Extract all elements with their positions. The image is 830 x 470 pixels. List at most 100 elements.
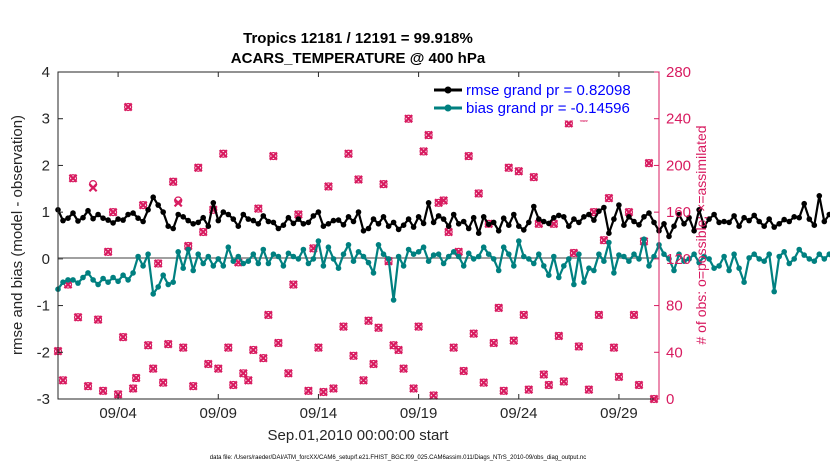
obs-possible-marker: [159, 378, 168, 387]
bias-point: [165, 281, 171, 288]
obs-assimilated-marker: [559, 377, 569, 386]
obs-assimilated-marker: [243, 375, 253, 385]
obs-assimilated-marker: [394, 345, 403, 355]
rmse-point: [731, 213, 737, 219]
obs-assimilated-marker: [519, 310, 529, 320]
obs-assimilated-marker: [474, 189, 484, 198]
bias-point: [415, 249, 422, 255]
rmse-point: [681, 221, 687, 227]
bias-point: [776, 253, 782, 260]
obs-possible-marker: [139, 201, 148, 210]
rmse-point: [350, 218, 357, 225]
rmse-point: [661, 221, 667, 227]
obs-assimilated-marker: [529, 172, 539, 182]
bias-point: [370, 270, 377, 276]
bias-point: [120, 272, 126, 279]
x-axis-label: Sep.01,2010 00:00:00 start: [268, 427, 450, 444]
rmse-point: [140, 218, 146, 225]
bias-point: [666, 256, 672, 262]
obs-assimilated-marker: [248, 345, 258, 355]
obs-assimilated-marker: [479, 378, 489, 388]
obs-assimilated-marker: [128, 384, 138, 393]
bias-point: [360, 253, 367, 260]
rmse-point: [706, 216, 712, 222]
obs-possible-marker: [344, 149, 353, 158]
bias-point: [190, 267, 196, 274]
bias-point: [671, 267, 677, 274]
obs-assimilated-marker: [494, 303, 504, 313]
obs-possible-marker: [379, 180, 388, 189]
rmse-point: [811, 222, 818, 228]
rmse-point: [691, 228, 697, 234]
obs-assimilated-marker: [173, 198, 183, 208]
obs-assimilated-marker: [574, 342, 584, 351]
bias-point: [531, 260, 537, 267]
bias-point: [145, 251, 151, 257]
rmse-point: [495, 228, 502, 234]
rmse-point: [671, 223, 677, 229]
obs-assimilated-marker: [409, 384, 418, 393]
obs-assimilated-marker: [339, 322, 348, 331]
bias-point: [410, 251, 417, 257]
rmse-point: [235, 223, 242, 229]
obs-possible-marker: [58, 376, 68, 385]
rmse-point: [465, 225, 472, 232]
rmse-point: [711, 211, 717, 218]
rmse-point: [601, 204, 607, 211]
rmse-point: [330, 217, 337, 224]
bias-point: [601, 258, 607, 265]
bias-point: [235, 253, 242, 260]
obs-assimilated-marker: [374, 323, 383, 333]
rmse-point: [636, 222, 642, 228]
bias-point: [290, 253, 297, 260]
obs-possible-marker: [464, 151, 473, 161]
rmse-point: [696, 207, 702, 213]
bias-point: [571, 281, 577, 288]
bias-point: [596, 251, 602, 257]
rmse-point: [561, 214, 567, 220]
obs-possible-marker: [329, 384, 338, 393]
bias-point: [245, 258, 252, 265]
rmse-point: [65, 215, 71, 221]
rmse-point: [445, 223, 452, 229]
obs-possible-marker: [574, 342, 583, 351]
bias-point: [506, 251, 512, 257]
bias-point: [490, 256, 497, 262]
rmse-point: [641, 214, 647, 220]
obs-assimilated-marker: [324, 182, 333, 191]
obs-possible-marker: [554, 331, 563, 341]
bias-point: [200, 260, 206, 267]
rmse-point: [651, 219, 657, 226]
bias-point: [636, 256, 642, 262]
rmse-point: [420, 220, 427, 227]
obs-possible-marker: [149, 364, 158, 373]
rmse-point: [541, 218, 547, 225]
rmse-point: [721, 218, 727, 225]
rmse-point: [791, 214, 797, 220]
y-axis-label-right: # of obs: o=possible; ×=assimilated: [693, 125, 709, 344]
obs-possible-marker: [449, 343, 458, 352]
obs-possible-marker: [544, 380, 553, 390]
rmse-point: [571, 216, 577, 222]
obs-possible-marker: [584, 385, 593, 394]
obs-assimilated-marker: [379, 179, 388, 189]
bias-point: [791, 256, 797, 262]
obs-assimilated-marker: [609, 343, 619, 352]
legend-label-rmse: rmse grand pr = 0.82098: [466, 82, 631, 99]
rmse-point: [425, 200, 432, 206]
bias-point: [751, 251, 757, 257]
rmse-point: [170, 225, 176, 232]
x-axis-tick-label: 09/14: [300, 405, 338, 422]
bias-point: [110, 274, 116, 281]
right-axis-tick-label: 120: [666, 251, 691, 268]
chart-subtitle: ACARS_TEMPERATURE @ 400 hPa: [231, 50, 486, 67]
rmse-point: [335, 217, 342, 223]
bias-point: [75, 280, 81, 286]
rmse-point: [300, 221, 307, 227]
obs-possible-marker: [219, 149, 228, 158]
obs-assimilated-marker: [344, 149, 353, 159]
rmse-point: [806, 216, 813, 222]
rmse-point: [771, 224, 777, 230]
obs-assimilated-marker: [349, 351, 358, 361]
